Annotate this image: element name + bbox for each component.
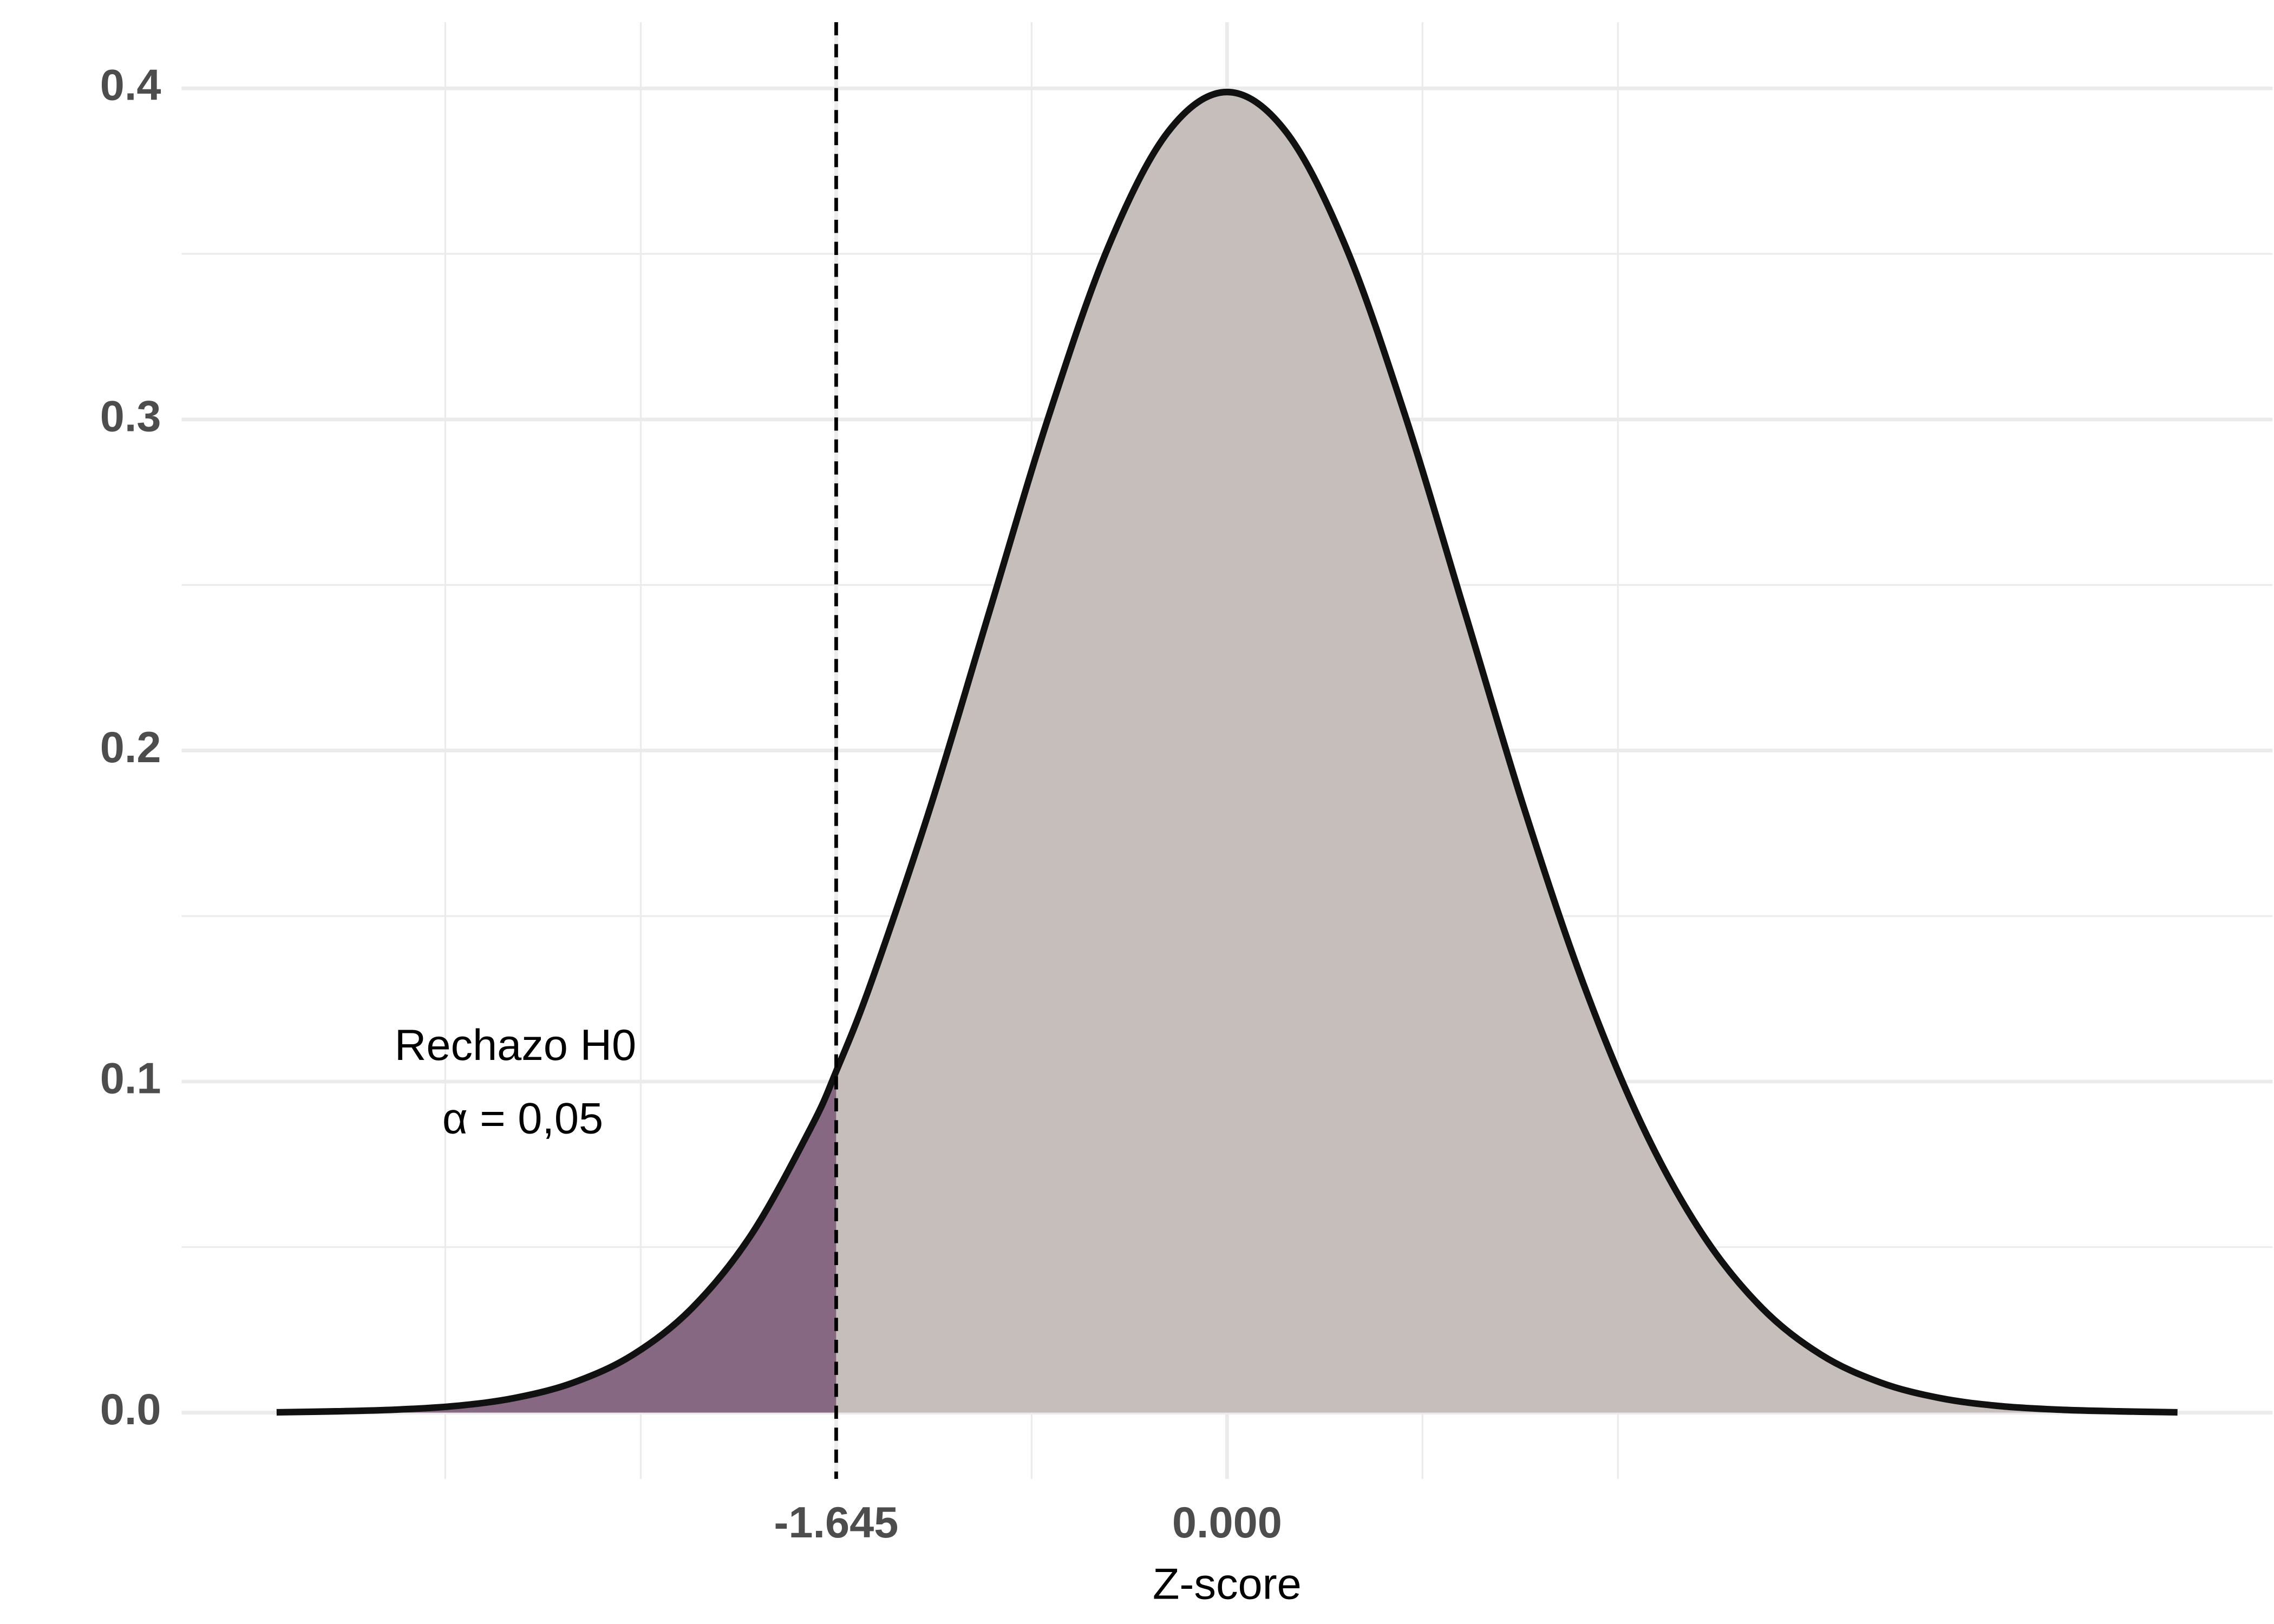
y-tick-label: 0.4 <box>100 61 161 110</box>
y-tick-label: 0.0 <box>100 1385 161 1434</box>
density-line <box>276 88 2178 1416</box>
reject-area <box>276 1071 837 1413</box>
overlay <box>276 22 2178 1479</box>
x-tick-label: -1.645 <box>774 1498 898 1547</box>
areas <box>276 91 2178 1413</box>
accept-area <box>836 91 2178 1413</box>
y-tick-label: 0.1 <box>100 1054 161 1103</box>
x-tick-label: 0.000 <box>1172 1498 1282 1547</box>
annotation: Rechazo H0 <box>395 1021 636 1070</box>
x-axis-title: Z-score <box>1153 1560 1302 1608</box>
y-tick-label: 0.2 <box>100 723 161 772</box>
y-tick-label: 0.3 <box>100 392 161 441</box>
annotation: α = 0,05 <box>442 1094 603 1143</box>
